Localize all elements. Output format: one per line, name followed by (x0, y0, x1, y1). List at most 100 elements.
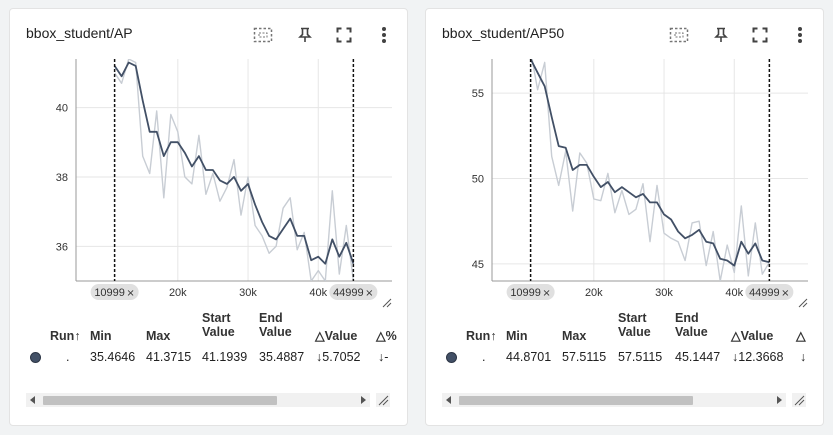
value-delta: ↓12.3668 (732, 350, 784, 364)
fit-domain-button[interactable] (250, 22, 276, 48)
col-header-start[interactable]: Start Value (618, 311, 651, 339)
value-delta-pct: ↓- (378, 350, 389, 364)
fullscreen-icon (336, 27, 352, 43)
card-title: bbox_student/AP50 (442, 25, 565, 41)
value-min: 35.4646 (90, 350, 136, 364)
pin-button[interactable] (708, 22, 734, 48)
fullscreen-button[interactable] (747, 22, 773, 48)
x-tick-label: 30k (239, 287, 257, 299)
fullscreen-button[interactable] (331, 22, 357, 48)
col-header-delta-pct[interactable]: △ (796, 329, 806, 343)
x-tick-label: 20k (169, 287, 187, 299)
table-resize-handle[interactable] (792, 393, 806, 407)
col-header-end[interactable]: End Value (675, 311, 708, 339)
col-header-max[interactable]: Max (146, 329, 171, 343)
horizontal-scrollbar[interactable] (442, 393, 786, 407)
range-chips: 10999 × 44999 × (90, 284, 378, 300)
scrollbar-thumb[interactable] (459, 396, 693, 405)
series-line-smoothed (113, 61, 355, 265)
close-icon: × (542, 288, 550, 299)
scroll-left-icon[interactable] (446, 396, 451, 404)
scroll-right-icon[interactable] (361, 396, 366, 404)
series-line-raw (531, 59, 771, 281)
col-header-start[interactable]: Start Value (202, 311, 235, 339)
plot-resize-icon[interactable] (798, 298, 808, 308)
scroll-left-icon[interactable] (30, 396, 35, 404)
delta-icon: △ (731, 329, 741, 343)
col-header-min[interactable]: Min (90, 329, 112, 343)
y-tick-label: 38 (56, 172, 68, 184)
fit-domain-button[interactable] (666, 22, 692, 48)
x-axis-labels: 20k 30k 40k (585, 287, 744, 299)
y-tick-label: 50 (472, 174, 484, 186)
col-header-run[interactable]: Run↑ (50, 329, 81, 343)
col-header-delta[interactable]: △Value (731, 329, 774, 343)
value-end: 35.4887 (259, 350, 305, 364)
range-chip-label: 44999 (333, 287, 364, 299)
series-line-raw (114, 59, 355, 281)
range-chips: 10999 × 44999 × (506, 284, 794, 300)
value-max: 41.3715 (146, 350, 192, 364)
close-icon: × (781, 288, 789, 299)
table-resize-handle[interactable] (376, 393, 390, 407)
range-chip (90, 284, 139, 300)
series-lines (113, 59, 355, 281)
down-arrow-icon: ↓ (316, 350, 323, 364)
more-vert-icon (382, 27, 386, 43)
horizontal-scrollbar[interactable] (26, 393, 370, 407)
value-start: 41.1939 (202, 350, 248, 364)
sort-arrow-icon: ↑ (74, 329, 81, 343)
value-delta-pct: ↓ (800, 350, 806, 364)
down-arrow-icon: ↓ (378, 350, 385, 364)
scrollbar-thumb[interactable] (43, 396, 277, 405)
close-icon: × (365, 288, 373, 299)
pin-icon (714, 27, 728, 42)
fullscreen-icon (752, 27, 768, 43)
range-chip (745, 284, 794, 300)
scroll-right-icon[interactable] (777, 396, 782, 404)
range-chip-label: 10999 (94, 287, 125, 299)
resize-icon (794, 395, 805, 406)
y-tick-label: 40 (56, 103, 68, 115)
col-header-min[interactable]: Min (506, 329, 528, 343)
delta-icon: △ (376, 329, 386, 343)
resize-icon (378, 395, 389, 406)
more-options-button[interactable] (787, 22, 813, 48)
pin-button[interactable] (292, 22, 318, 48)
value-delta: ↓5.7052 (316, 350, 361, 364)
scalar-card: bbox_student/AP 36 38 40 20k 30k 40k 10999 × 4… (9, 8, 408, 426)
range-chip (329, 284, 378, 300)
card-title: bbox_student/AP (26, 25, 133, 41)
col-header-max[interactable]: Max (562, 329, 587, 343)
y-axis-labels: 36 38 40 (56, 103, 68, 254)
run-name: . (482, 350, 486, 364)
range-chip (506, 284, 555, 300)
more-vert-icon (798, 27, 802, 43)
sort-arrow-icon: ↑ (490, 329, 497, 343)
col-header-run[interactable]: Run↑ (466, 329, 497, 343)
delta-icon: △ (796, 329, 806, 343)
delta-icon: △ (315, 329, 325, 343)
fit-domain-icon (253, 27, 273, 43)
run-color-swatch[interactable] (446, 352, 457, 363)
y-tick-label: 55 (472, 88, 484, 100)
x-tick-label: 20k (585, 287, 603, 299)
value-max: 57.5115 (562, 350, 607, 364)
down-arrow-icon: ↓ (732, 350, 739, 364)
x-tick-label: 40k (725, 287, 743, 299)
plot-resize-icon[interactable] (382, 298, 392, 308)
more-options-button[interactable] (371, 22, 397, 48)
run-color-swatch[interactable] (30, 352, 41, 363)
x-tick-label: 40k (309, 287, 327, 299)
plot-area (492, 59, 808, 281)
range-markers (113, 59, 355, 281)
y-tick-label: 45 (472, 259, 484, 271)
col-header-delta[interactable]: △Value (315, 329, 358, 343)
range-chip-label: 10999 (510, 287, 541, 299)
range-chip-label: 44999 (749, 287, 780, 299)
col-header-delta-pct[interactable]: △% (376, 329, 397, 343)
grid (491, 59, 808, 282)
col-header-end[interactable]: End Value (259, 311, 292, 339)
